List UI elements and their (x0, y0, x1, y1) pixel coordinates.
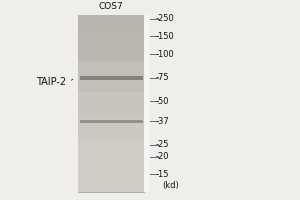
Text: -50: -50 (156, 97, 169, 106)
Text: -20: -20 (156, 152, 169, 161)
Bar (80, 76, 142, 80)
Bar (144, 15, 150, 192)
Bar (78, 117, 144, 141)
Text: -100: -100 (156, 50, 175, 59)
Text: TAIP-2: TAIP-2 (36, 77, 66, 87)
Text: -250: -250 (156, 14, 175, 23)
Bar (78, 62, 144, 92)
Bar (78, 141, 144, 192)
Text: -37: -37 (156, 117, 170, 126)
Text: -75: -75 (156, 73, 169, 82)
Bar (78, 15, 144, 192)
Text: -15: -15 (156, 170, 169, 179)
Bar (78, 15, 144, 32)
Text: -150: -150 (156, 32, 175, 41)
Bar (78, 92, 144, 117)
Bar (80, 120, 142, 123)
Text: (kd): (kd) (163, 181, 179, 190)
Text: -25: -25 (156, 140, 169, 149)
Bar (78, 32, 144, 62)
Text: COS7: COS7 (99, 2, 123, 11)
